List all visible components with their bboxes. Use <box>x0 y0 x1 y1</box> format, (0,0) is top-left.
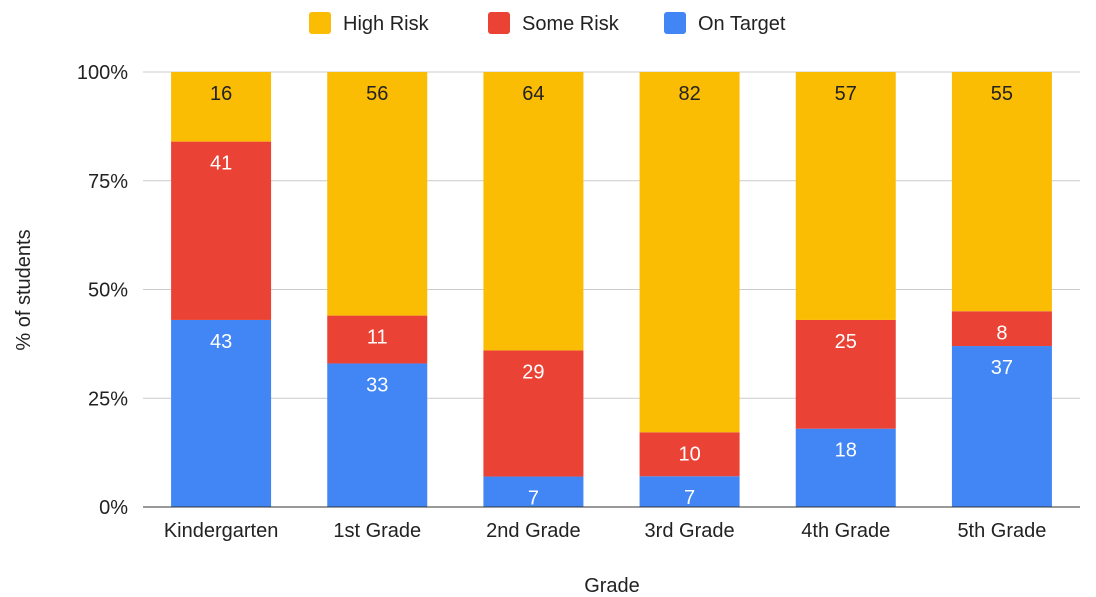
bar-segment-high-risk <box>951 72 1052 312</box>
data-label: 25 <box>835 331 857 353</box>
data-labels: 43 41 16 33 11 56 7 29 64 7 10 82 18 25 57 37 8 55 <box>210 83 1013 510</box>
bar-segment-some-risk <box>483 350 584 477</box>
bar-segment-on-target <box>171 319 272 507</box>
data-label: 82 <box>678 83 700 105</box>
legend-swatch-some-risk <box>488 12 510 34</box>
data-label: 18 <box>835 440 857 462</box>
data-label: 7 <box>684 487 695 509</box>
bar-segment-on-target <box>951 346 1052 507</box>
y-tick-label: 100% <box>77 62 128 84</box>
y-axis-title: % of students <box>13 229 35 350</box>
bar-segment-some-risk <box>171 141 272 320</box>
data-label: 56 <box>366 83 388 105</box>
bar-segment-high-risk <box>639 72 740 433</box>
bar-segment-high-risk <box>327 72 428 316</box>
bar-segment-high-risk <box>483 72 584 351</box>
y-gridlines <box>143 71 1080 399</box>
x-category-label: 3rd Grade <box>645 520 735 542</box>
data-label: 64 <box>522 83 544 105</box>
bar-segment-on-target <box>795 428 896 507</box>
data-label: 55 <box>991 83 1013 105</box>
y-tick-label: 25% <box>88 388 128 410</box>
x-axis-categories: Kindergarten 1st Grade 2nd Grade 3rd Grade 4… <box>164 520 1047 542</box>
y-tick-label: 75% <box>88 171 128 193</box>
data-label: 43 <box>210 331 232 353</box>
bar-segment-some-risk <box>327 315 428 364</box>
legend-label: On Target <box>698 13 786 35</box>
bar-segment-on-target <box>327 363 428 507</box>
bar-segment-on-target <box>639 476 740 507</box>
bar-segment-on-target <box>483 476 584 507</box>
data-label: 7 <box>528 488 539 510</box>
data-label: 8 <box>996 322 1007 344</box>
data-label: 41 <box>210 153 232 175</box>
data-label: 29 <box>522 361 544 383</box>
x-category-label: 5th Grade <box>957 520 1046 542</box>
chart-legend: High Risk Some Risk On Target <box>309 12 786 35</box>
data-label: 33 <box>366 374 388 396</box>
bar-segment-some-risk <box>795 319 896 429</box>
x-category-label: 2nd Grade <box>486 520 581 542</box>
legend-label: Some Risk <box>522 13 620 35</box>
x-axis-title: Grade <box>584 575 640 597</box>
y-tick-label: 0% <box>99 497 128 519</box>
data-label: 10 <box>678 443 700 465</box>
x-category-label: Kindergarten <box>164 520 279 542</box>
bar-segment-some-risk <box>951 311 1052 347</box>
x-category-label: 4th Grade <box>801 520 890 542</box>
bar-segment-high-risk <box>171 72 272 142</box>
y-tick-label: 50% <box>88 280 128 302</box>
y-axis-ticks: 0% 25% 50% 75% 100% <box>77 62 128 519</box>
legend-swatch-on-target <box>664 12 686 34</box>
bars-group <box>171 72 1052 507</box>
bar-segment-high-risk <box>795 72 896 320</box>
x-category-label: 1st Grade <box>333 520 421 542</box>
data-label: 57 <box>835 83 857 105</box>
bar-segment-some-risk <box>639 432 740 477</box>
data-label: 11 <box>367 327 388 349</box>
data-label: 37 <box>991 357 1013 379</box>
data-label: 16 <box>210 83 232 105</box>
legend-swatch-high-risk <box>309 12 331 34</box>
legend-label: High Risk <box>343 13 430 35</box>
